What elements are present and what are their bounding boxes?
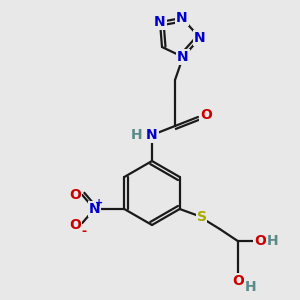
Text: S: S [197,210,207,224]
Text: N: N [194,31,206,45]
Text: N: N [146,128,158,142]
Text: H: H [245,280,256,294]
Text: N: N [176,11,188,25]
Text: -: - [82,226,87,238]
Text: +: + [95,198,103,208]
Text: N: N [177,50,189,64]
Text: H: H [130,128,142,142]
Text: O: O [254,234,266,248]
Text: H: H [267,234,278,248]
Text: O: O [69,218,81,232]
Text: O: O [200,108,212,122]
Text: O: O [232,274,244,288]
Text: N: N [154,15,166,29]
Text: N: N [88,202,100,216]
Text: O: O [69,188,81,202]
